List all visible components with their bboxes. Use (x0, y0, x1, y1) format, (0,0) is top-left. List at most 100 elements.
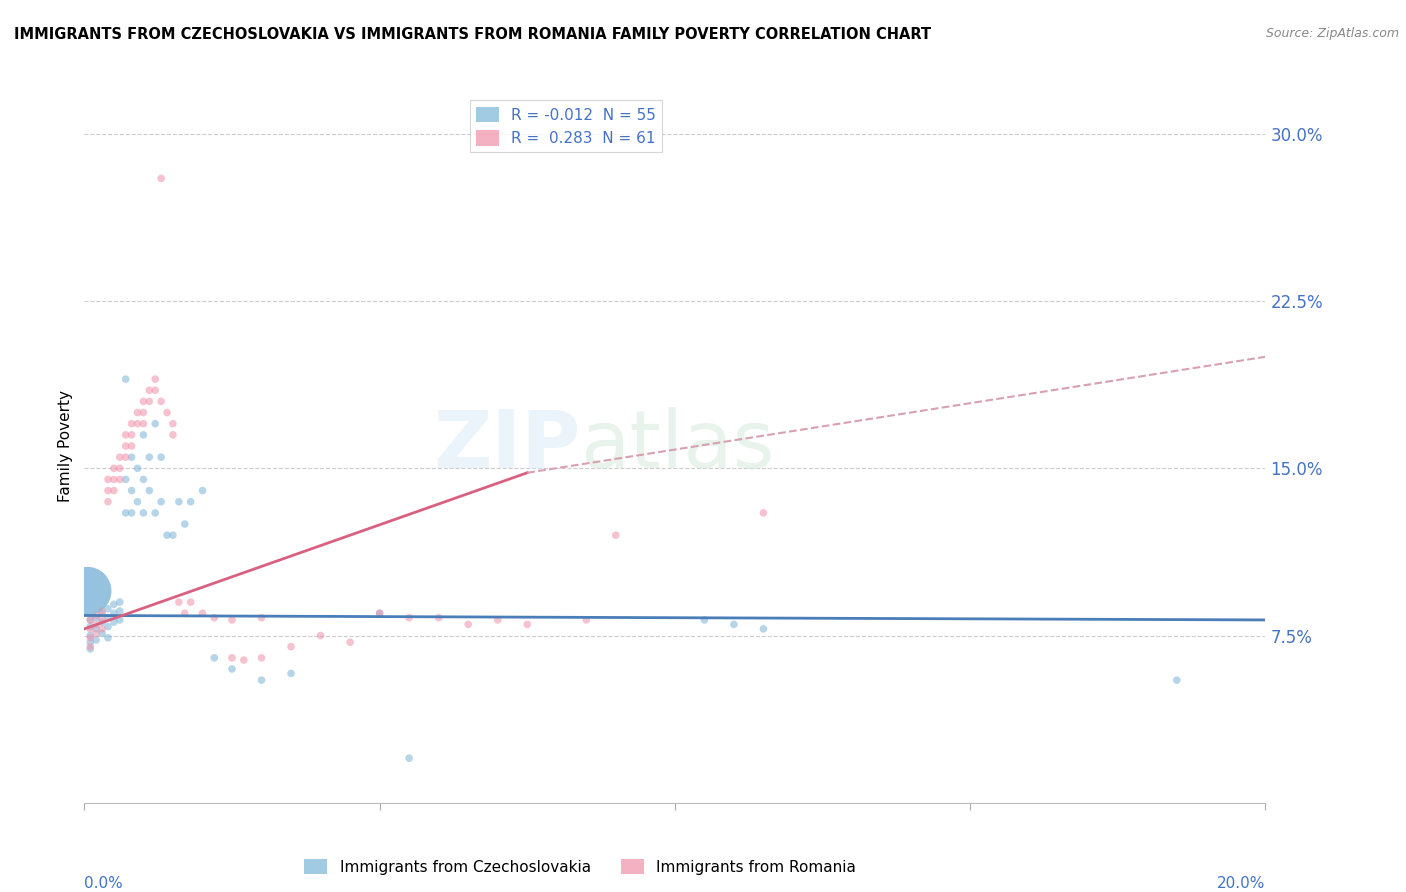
Point (76, 583, 98, 598)
Point (97, 610, 120, 624)
Point (97, 631, 120, 645)
Point (143, 506, 166, 520)
Point (97, 473, 120, 487)
Point (693, 613, 716, 627)
Point (486, 613, 509, 627)
Point (250, 673, 273, 687)
Point (162, 427, 184, 442)
Point (575, 613, 598, 627)
Point (280, 640, 302, 654)
Point (280, 666, 302, 681)
Point (114, 473, 136, 487)
Text: IMMIGRANTS FROM CZECHOSLOVAKIA VS IMMIGRANTS FROM ROMANIA FAMILY POVERTY CORRELA: IMMIGRANTS FROM CZECHOSLOVAKIA VS IMMIGR… (14, 27, 931, 42)
Point (97, 494, 120, 508)
Point (84, 633, 107, 648)
Point (167, 595, 190, 609)
Point (103, 483, 125, 498)
Point (150, 394, 173, 409)
Point (121, 417, 143, 431)
Point (180, 595, 202, 609)
Point (97, 483, 120, 498)
Point (132, 417, 155, 431)
Point (79, 622, 101, 636)
Point (202, 651, 225, 665)
Point (138, 483, 160, 498)
Point (84, 608, 107, 623)
Point (79, 613, 101, 627)
Point (132, 506, 155, 520)
Point (138, 450, 160, 465)
Point (132, 473, 155, 487)
Point (79, 631, 101, 645)
Point (91, 626, 114, 640)
Point (91, 615, 114, 630)
Point (398, 751, 420, 765)
Point (121, 506, 143, 520)
Point (114, 439, 136, 453)
Point (180, 494, 202, 508)
Text: 0.0%: 0.0% (84, 876, 124, 891)
Point (121, 439, 143, 453)
Point (79, 642, 101, 657)
Point (103, 461, 125, 475)
Point (91, 604, 114, 618)
Point (127, 417, 149, 431)
Point (250, 651, 273, 665)
Point (121, 483, 143, 498)
Point (97, 619, 120, 633)
Point (103, 607, 125, 621)
Point (752, 622, 775, 636)
Text: Source: ZipAtlas.com: Source: ZipAtlas.com (1265, 27, 1399, 40)
Point (605, 528, 627, 542)
Point (250, 610, 273, 624)
Point (114, 506, 136, 520)
Point (162, 528, 184, 542)
Point (79, 640, 101, 654)
Point (79, 628, 101, 642)
Point (114, 427, 136, 442)
Text: ZIP: ZIP (433, 407, 581, 485)
Point (91, 607, 114, 621)
Point (309, 628, 332, 642)
Point (143, 372, 166, 386)
Point (108, 613, 131, 627)
Point (150, 450, 173, 465)
Legend: R = -0.012  N = 55, R =  0.283  N = 61: R = -0.012 N = 55, R = 0.283 N = 61 (470, 101, 662, 153)
Point (84, 617, 107, 632)
Point (138, 384, 160, 398)
Point (97, 602, 120, 616)
Point (221, 662, 243, 676)
Point (127, 461, 149, 475)
Point (108, 461, 131, 475)
Point (76, 583, 98, 598)
Point (427, 610, 450, 624)
Point (723, 617, 745, 632)
Text: 20.0%: 20.0% (1218, 876, 1265, 891)
Point (114, 450, 136, 465)
Point (368, 607, 391, 621)
Point (150, 494, 173, 508)
Point (121, 427, 143, 442)
Point (127, 494, 149, 508)
Point (232, 653, 254, 667)
Point (1166, 673, 1188, 687)
Point (127, 405, 149, 420)
Point (108, 595, 131, 609)
Point (156, 405, 179, 420)
Point (79, 613, 101, 627)
Point (368, 607, 391, 621)
Point (132, 427, 155, 442)
Point (150, 171, 173, 186)
Point (108, 450, 131, 465)
Point (752, 506, 775, 520)
Point (167, 494, 190, 508)
Point (191, 483, 214, 498)
Point (84, 610, 107, 624)
Point (108, 473, 131, 487)
Point (202, 610, 225, 624)
Point (79, 635, 101, 649)
Point (398, 610, 420, 624)
Y-axis label: Family Poverty: Family Poverty (58, 390, 73, 502)
Point (114, 372, 136, 386)
Point (173, 607, 195, 621)
